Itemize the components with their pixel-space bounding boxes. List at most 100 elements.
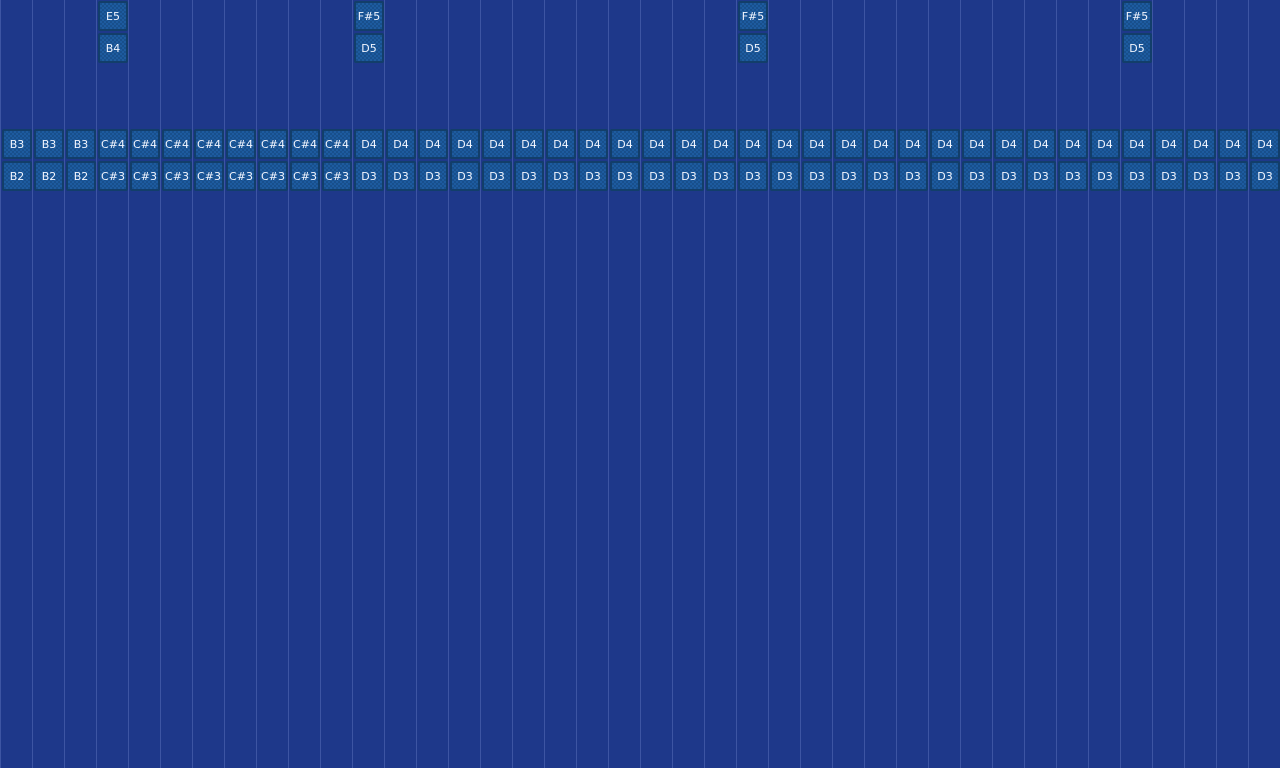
grid-column[interactable]: F#5 D5 D4 D3 bbox=[352, 0, 384, 768]
grid-column[interactable]: D4 D3 bbox=[992, 0, 1024, 768]
note-block[interactable]: D4 bbox=[1090, 129, 1120, 159]
note-block[interactable]: D3 bbox=[962, 161, 992, 191]
grid-column[interactable]: F#5 D5 D4 D3 bbox=[1120, 0, 1152, 768]
grid-column[interactable]: C#4 C#3 bbox=[224, 0, 256, 768]
grid-column[interactable]: D4 D3 bbox=[1216, 0, 1248, 768]
grid-column[interactable]: D4 D3 bbox=[672, 0, 704, 768]
grid-column[interactable]: C#4 C#3 bbox=[256, 0, 288, 768]
note-block[interactable]: B2 bbox=[34, 161, 64, 191]
note-block[interactable]: D4 bbox=[930, 129, 960, 159]
note-block[interactable]: D4 bbox=[1122, 129, 1152, 159]
note-block[interactable]: D3 bbox=[450, 161, 480, 191]
note-block[interactable]: B2 bbox=[66, 161, 96, 191]
note-block[interactable]: D4 bbox=[834, 129, 864, 159]
note-block[interactable]: C#3 bbox=[226, 161, 256, 191]
grid-column[interactable]: D4 D3 bbox=[768, 0, 800, 768]
note-block[interactable]: D3 bbox=[898, 161, 928, 191]
note-block[interactable]: D3 bbox=[514, 161, 544, 191]
note-block[interactable]: D3 bbox=[930, 161, 960, 191]
note-block[interactable]: D4 bbox=[1218, 129, 1248, 159]
note-block[interactable]: D4 bbox=[1026, 129, 1056, 159]
note-block[interactable]: D4 bbox=[802, 129, 832, 159]
note-block[interactable]: C#4 bbox=[322, 129, 352, 159]
note-block[interactable]: D3 bbox=[994, 161, 1024, 191]
note-block[interactable]: D4 bbox=[546, 129, 576, 159]
note-block[interactable]: D3 bbox=[674, 161, 704, 191]
grid-column[interactable]: D4 D3 bbox=[1248, 0, 1280, 768]
note-block[interactable]: F#5 bbox=[354, 1, 384, 31]
note-block[interactable]: D4 bbox=[482, 129, 512, 159]
note-block[interactable]: D3 bbox=[706, 161, 736, 191]
note-block[interactable]: D3 bbox=[610, 161, 640, 191]
note-block[interactable]: D4 bbox=[514, 129, 544, 159]
note-block[interactable]: D4 bbox=[962, 129, 992, 159]
grid-column[interactable]: D4 D3 bbox=[1088, 0, 1120, 768]
grid-column[interactable]: D4 D3 bbox=[960, 0, 992, 768]
note-block[interactable]: C#4 bbox=[226, 129, 256, 159]
note-block[interactable]: D3 bbox=[418, 161, 448, 191]
grid-column[interactable]: C#4 C#3 bbox=[128, 0, 160, 768]
note-block[interactable]: D3 bbox=[1090, 161, 1120, 191]
grid-column[interactable]: D4 D3 bbox=[1056, 0, 1088, 768]
note-block[interactable]: C#3 bbox=[194, 161, 224, 191]
note-block[interactable]: D3 bbox=[578, 161, 608, 191]
note-block[interactable]: C#4 bbox=[98, 129, 128, 159]
grid-column[interactable]: B3 B2 bbox=[0, 0, 32, 768]
grid-column[interactable]: D4 D3 bbox=[832, 0, 864, 768]
note-block[interactable]: C#3 bbox=[258, 161, 288, 191]
grid-column[interactable]: C#4 C#3 bbox=[320, 0, 352, 768]
grid-column[interactable]: C#4 C#3 bbox=[288, 0, 320, 768]
note-block[interactable]: D3 bbox=[1026, 161, 1056, 191]
note-block[interactable]: D4 bbox=[450, 129, 480, 159]
note-block[interactable]: F#5 bbox=[738, 1, 768, 31]
note-block[interactable]: F#5 bbox=[1122, 1, 1152, 31]
note-block[interactable]: B3 bbox=[2, 129, 32, 159]
grid-column[interactable]: D4 D3 bbox=[448, 0, 480, 768]
grid-column[interactable]: D4 D3 bbox=[544, 0, 576, 768]
grid-column[interactable]: B3 B2 bbox=[64, 0, 96, 768]
grid-column[interactable]: D4 D3 bbox=[800, 0, 832, 768]
grid-column[interactable]: D4 D3 bbox=[512, 0, 544, 768]
grid-column[interactable]: D4 D3 bbox=[416, 0, 448, 768]
note-block[interactable]: D4 bbox=[418, 129, 448, 159]
note-block[interactable]: C#3 bbox=[162, 161, 192, 191]
note-block[interactable]: D4 bbox=[354, 129, 384, 159]
note-block[interactable]: C#4 bbox=[194, 129, 224, 159]
grid-column[interactable]: C#4 C#3 bbox=[160, 0, 192, 768]
note-block[interactable]: D3 bbox=[834, 161, 864, 191]
note-block[interactable]: D4 bbox=[898, 129, 928, 159]
note-block[interactable]: C#4 bbox=[162, 129, 192, 159]
note-block[interactable]: D3 bbox=[1186, 161, 1216, 191]
grid-column[interactable]: D4 D3 bbox=[608, 0, 640, 768]
note-block[interactable]: C#3 bbox=[322, 161, 352, 191]
note-block[interactable]: B2 bbox=[2, 161, 32, 191]
note-block[interactable]: D3 bbox=[642, 161, 672, 191]
note-block[interactable]: D4 bbox=[770, 129, 800, 159]
grid-column[interactable]: C#4 C#3 bbox=[192, 0, 224, 768]
note-block[interactable]: D4 bbox=[738, 129, 768, 159]
grid-column[interactable]: D4 D3 bbox=[384, 0, 416, 768]
note-block[interactable]: E5 bbox=[98, 1, 128, 31]
note-block[interactable]: D5 bbox=[738, 33, 768, 63]
grid-column[interactable]: D4 D3 bbox=[1024, 0, 1056, 768]
note-block[interactable]: D3 bbox=[1154, 161, 1184, 191]
grid-column[interactable]: D4 D3 bbox=[928, 0, 960, 768]
note-block[interactable]: D4 bbox=[610, 129, 640, 159]
note-block[interactable]: D4 bbox=[578, 129, 608, 159]
note-block[interactable]: C#3 bbox=[130, 161, 160, 191]
note-block[interactable]: D4 bbox=[674, 129, 704, 159]
note-block[interactable]: D4 bbox=[1058, 129, 1088, 159]
grid-column[interactable]: D4 D3 bbox=[864, 0, 896, 768]
grid-column[interactable]: D4 D3 bbox=[896, 0, 928, 768]
note-block[interactable]: D4 bbox=[866, 129, 896, 159]
note-block[interactable]: D4 bbox=[1186, 129, 1216, 159]
grid-column[interactable]: D4 D3 bbox=[640, 0, 672, 768]
note-block[interactable]: C#3 bbox=[290, 161, 320, 191]
note-block[interactable]: C#4 bbox=[290, 129, 320, 159]
grid-column[interactable]: D4 D3 bbox=[576, 0, 608, 768]
note-block[interactable]: D3 bbox=[1250, 161, 1280, 191]
note-block[interactable]: D3 bbox=[386, 161, 416, 191]
note-block[interactable]: C#3 bbox=[98, 161, 128, 191]
grid-column[interactable]: D4 D3 bbox=[704, 0, 736, 768]
note-block[interactable]: D4 bbox=[386, 129, 416, 159]
